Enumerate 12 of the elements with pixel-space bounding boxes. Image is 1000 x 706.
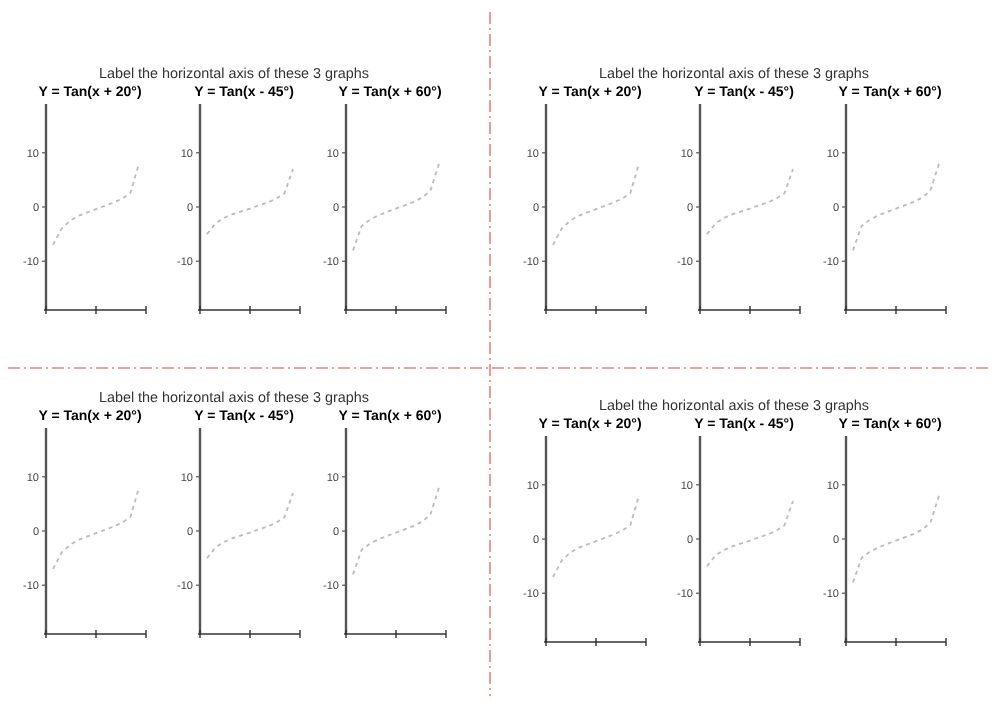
line-series xyxy=(852,494,940,584)
line-series xyxy=(852,162,940,252)
line-series xyxy=(552,494,640,578)
line-series xyxy=(206,492,294,560)
line-series xyxy=(352,162,440,252)
line-series xyxy=(52,486,140,570)
line-series xyxy=(552,162,640,246)
line-series xyxy=(706,168,794,236)
line-series xyxy=(352,486,440,576)
line-series xyxy=(52,162,140,246)
line-series xyxy=(206,168,294,236)
line-series xyxy=(706,500,794,568)
